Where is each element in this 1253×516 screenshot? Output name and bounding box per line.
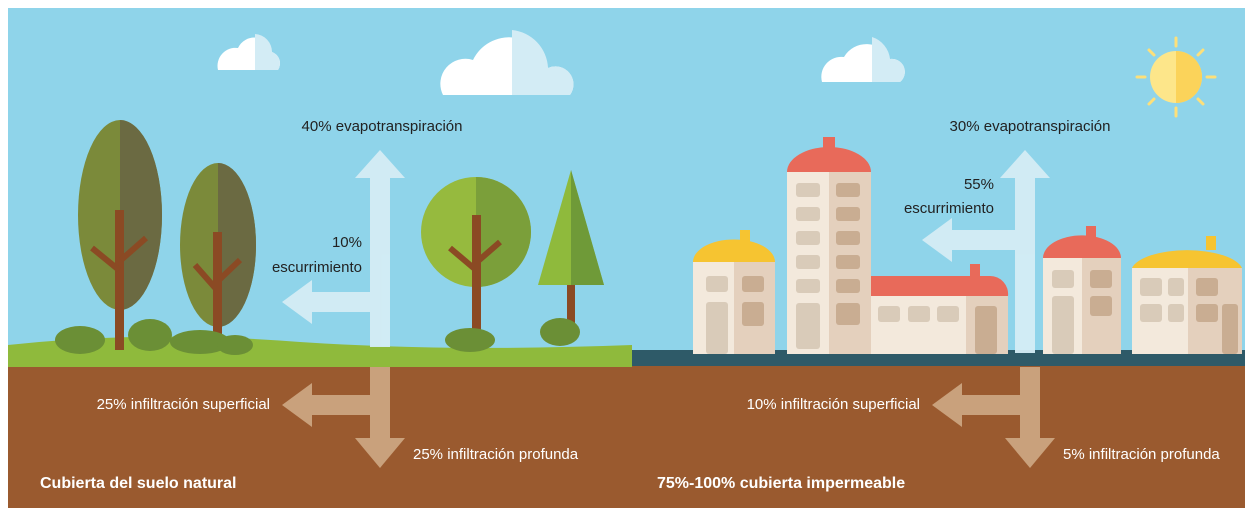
building	[787, 137, 871, 354]
caption: Cubierta del suelo natural	[40, 475, 236, 492]
runoff-label: escurrimiento	[272, 259, 362, 276]
page: {"natural": {"evapotranspiration": "40% …	[0, 0, 1253, 516]
caption: 75%-100% cubierta impermeable	[657, 475, 905, 492]
runoff-percent: 10%	[332, 234, 362, 251]
building	[1043, 226, 1121, 354]
runoff-percent: 55%	[964, 176, 994, 193]
evapotranspiration-label: 40% evapotranspiración	[302, 118, 463, 135]
runoff-label: escurrimiento	[904, 200, 994, 217]
shallow-infiltration-label: 10% infiltración superficial	[747, 396, 920, 413]
evapotranspiration-label: 30% evapotranspiración	[950, 118, 1111, 135]
shallow-infiltration-label: 25% infiltración superficial	[97, 396, 270, 413]
building	[693, 230, 775, 354]
deep-infiltration-label: 5% infiltración profunda	[1063, 446, 1220, 463]
deep-infiltration-label: 25% infiltración profunda	[413, 446, 579, 463]
building	[871, 264, 1008, 354]
infographic: 40% evapotranspiración 10% escurrimiento…	[0, 0, 1253, 516]
